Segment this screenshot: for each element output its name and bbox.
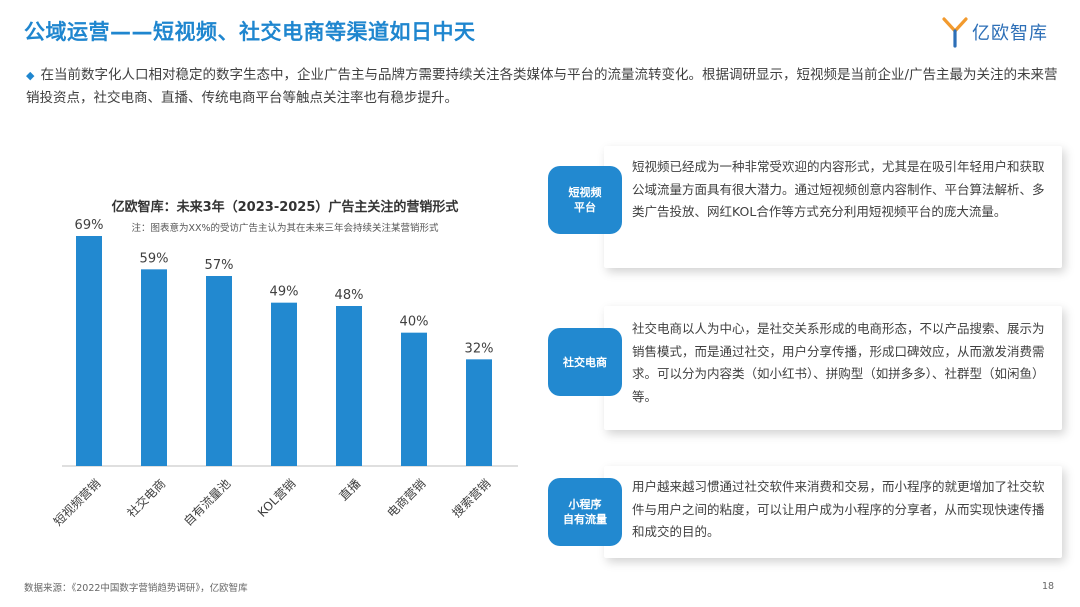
page-title: 公域运营——短视频、社交电商等渠道如日中天 (24, 20, 476, 44)
intro-text: 在当前数字化人口相对稳定的数字生态中，企业广告主与品牌方需要持续关注各类媒体与平… (26, 67, 1058, 106)
bar-value-label-6: 32% (465, 341, 494, 356)
category-label-1: 社交电商 (124, 476, 169, 521)
bar-0 (76, 236, 102, 466)
diamond-bullet-icon: ◆ (26, 69, 35, 82)
bar-4 (336, 306, 362, 466)
card-text: 社交电商以人为中心，是社交关系形成的电商形态，不以产品搜索、展示为销售模式，而是… (632, 321, 1045, 404)
category-label-5: 电商营销 (384, 476, 429, 521)
page-number: 18 (1042, 581, 1055, 592)
chart-note: 注：图表意为XX%的受访广告主认为其在未来三年会持续关注某营销形式 (131, 223, 439, 234)
bar-value-label-4: 48% (335, 288, 364, 303)
bar-3 (271, 302, 297, 466)
bar-value-label-1: 59% (140, 251, 169, 266)
category-label-3: KOL营销 (255, 476, 298, 519)
logo-text: 亿欧智库 (972, 23, 1048, 44)
card-social-commerce: 社交电商以人为中心，是社交关系形成的电商形态，不以产品搜索、展示为销售模式，而是… (548, 306, 1062, 430)
card-badge: 短视频 平台 (548, 166, 622, 234)
chart-title: 亿欧智库：未来3年（2023-2025）广告主关注的营销形式 (111, 200, 459, 215)
bar-value-label-5: 40% (400, 315, 429, 330)
logo-icon (942, 17, 968, 48)
bar-6 (466, 359, 492, 466)
bar-chart: 亿欧智库：未来3年（2023-2025）广告主关注的营销形式 注：图表意为XX%… (40, 190, 530, 550)
card-short-video: 短视频已经成为一种非常受欢迎的内容形式，尤其是在吸引年轻用户和获取公域流量方面具… (548, 146, 1062, 268)
bar-5 (401, 332, 427, 466)
bar-2 (206, 276, 232, 466)
card-box: 用户越来越习惯通过社交软件来消费和交易，而小程序的就更增加了社交软件与用户之间的… (604, 466, 1062, 558)
category-label-4: 直播 (336, 476, 363, 503)
category-label-6: 搜索营销 (449, 476, 494, 521)
bar-value-label-2: 57% (205, 258, 234, 273)
bar-value-label-3: 49% (270, 285, 299, 300)
card-badge: 小程序 自有流量 (548, 478, 622, 546)
brand-logo: 亿欧智库 (942, 14, 1062, 50)
intro-paragraph: ◆ 在当前数字化人口相对稳定的数字生态中，企业广告主与品牌方需要持续关注各类媒体与… (26, 64, 1060, 110)
card-badge: 社交电商 (548, 328, 622, 396)
bar-1 (141, 269, 167, 466)
card-box: 社交电商以人为中心，是社交关系形成的电商形态，不以产品搜索、展示为销售模式，而是… (604, 306, 1062, 430)
card-mini-program: 用户越来越习惯通过社交软件来消费和交易，而小程序的就更增加了社交软件与用户之间的… (548, 466, 1062, 558)
card-box: 短视频已经成为一种非常受欢迎的内容形式，尤其是在吸引年轻用户和获取公域流量方面具… (604, 146, 1062, 268)
card-text: 用户越来越习惯通过社交软件来消费和交易，而小程序的就更增加了社交软件与用户之间的… (632, 479, 1045, 539)
category-label-0: 短视频营销 (50, 476, 103, 529)
chart-svg: 69% 短视频营销 59% 社交电商 57% 自有流量池 49% KOL营销 48% 直播 40% 电… (50, 218, 518, 529)
category-label-2: 自有流量池 (181, 476, 233, 528)
card-text: 短视频已经成为一种非常受欢迎的内容形式，尤其是在吸引年轻用户和获取公域流量方面具… (632, 159, 1045, 219)
bar-value-label-0: 69% (75, 218, 104, 233)
data-source: 数据来源：《2022中国数字营销趋势调研》，亿欧智库 (24, 583, 248, 594)
